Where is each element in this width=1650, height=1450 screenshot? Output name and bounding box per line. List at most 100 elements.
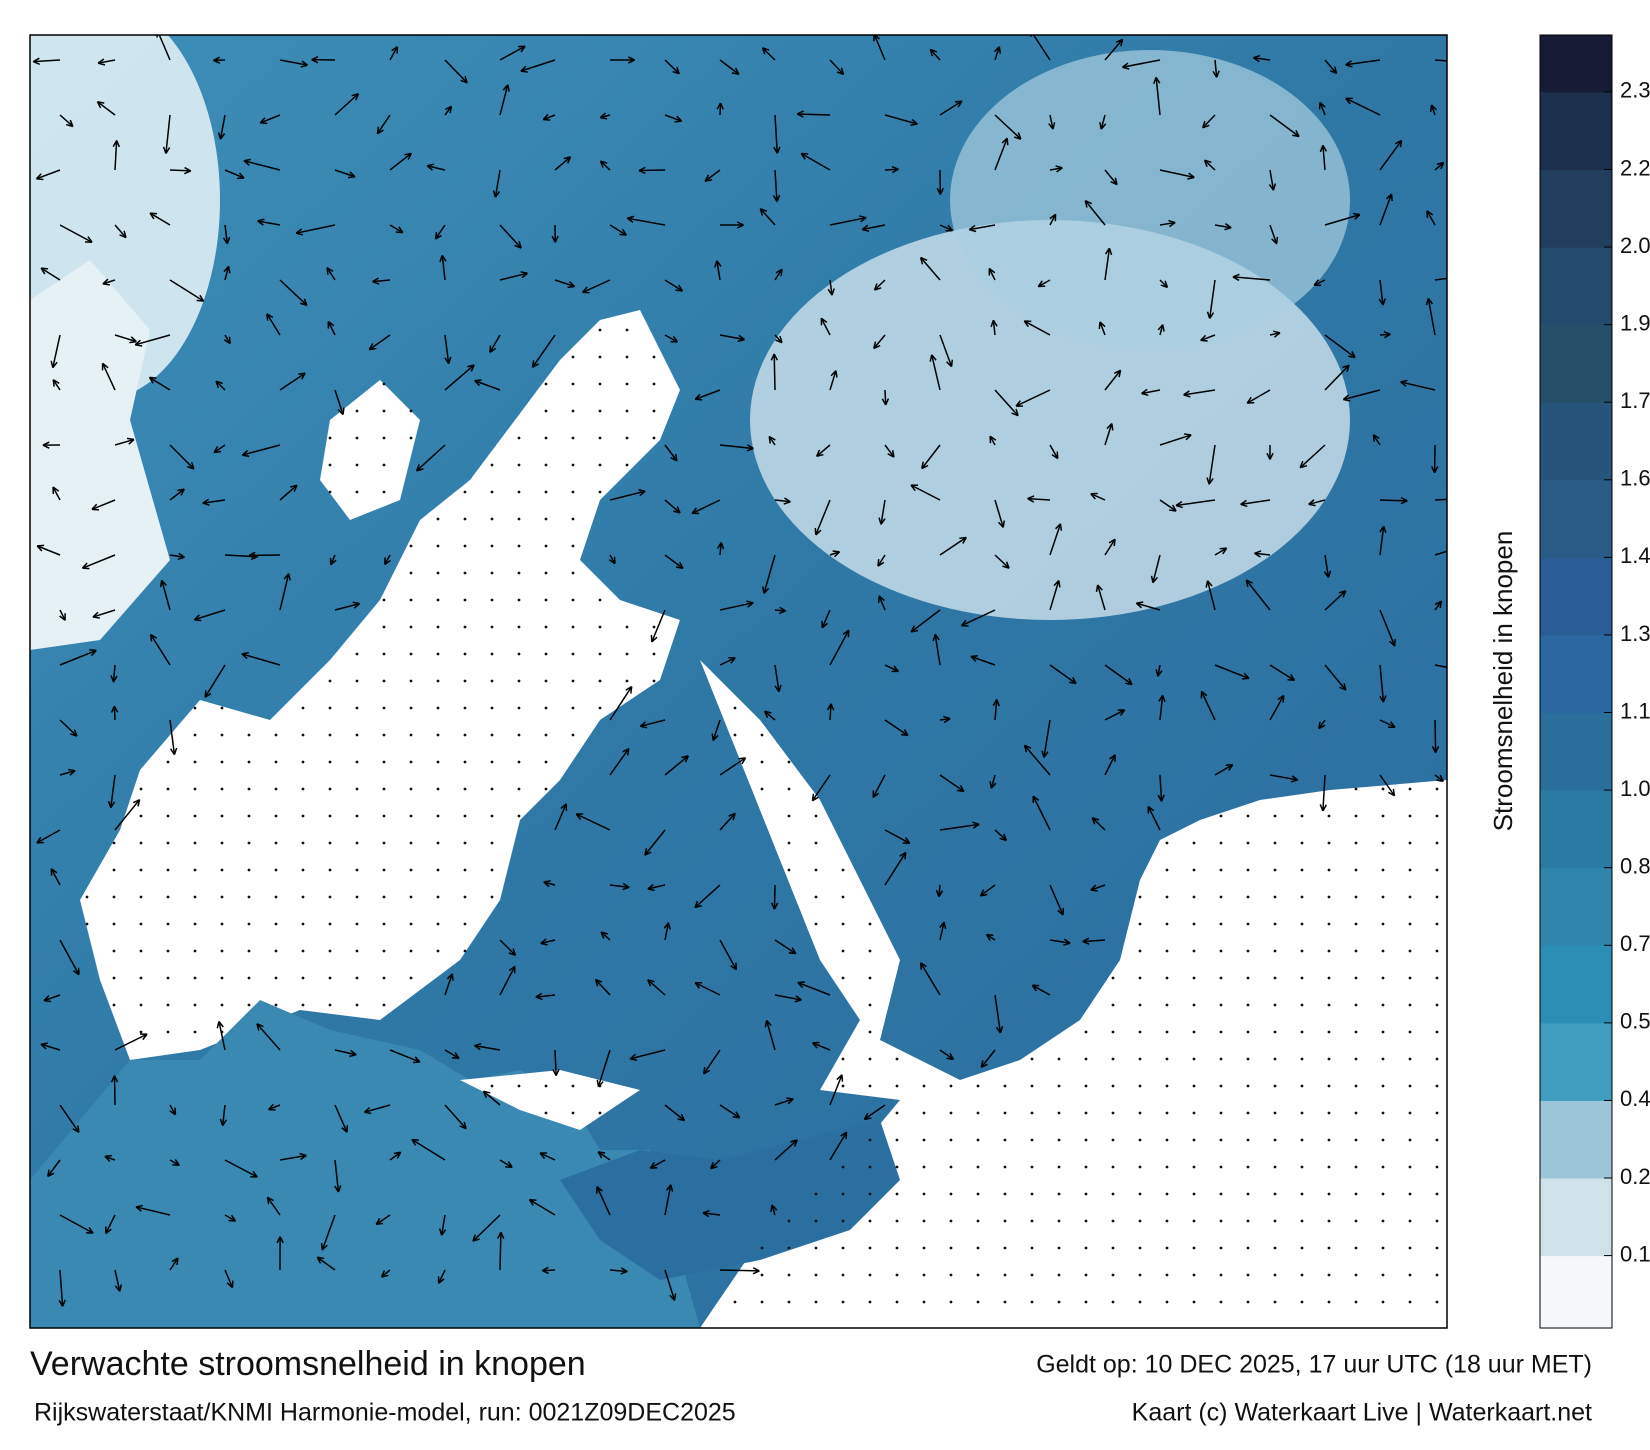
arrow-head [1002,561,1010,569]
arrow-head [826,703,835,711]
grid-dot [1273,868,1277,872]
grid-dot [976,1300,980,1304]
arrow-head [36,544,45,552]
current-arrow [384,554,391,565]
current-arrow [114,140,118,171]
grid-dot [868,949,872,953]
grid-dot [841,1273,845,1277]
arrow-head [1169,504,1177,512]
current-arrow [444,364,475,391]
grid-dot [922,1246,926,1250]
arrow-head [102,278,110,286]
current-arrow [169,554,185,558]
current-arrow [990,774,996,789]
grid-dot [1327,1111,1331,1115]
grid-dot [787,760,791,764]
current-arrow [114,1269,121,1292]
grid-dot [787,868,791,872]
grid-dot [1381,787,1385,791]
arrow-head [970,654,979,663]
grid-dot [409,436,413,440]
colorbar-tick-label: 1.94 [1620,310,1650,335]
grid-dot [166,949,170,953]
current-arrow [92,609,116,618]
grid-dot [409,760,413,764]
grid-dot [949,1084,953,1088]
arrow-head [887,450,895,458]
grid-dot [166,787,170,791]
arrow-head [1069,676,1077,685]
current-arrow [664,1269,676,1301]
arrow-head [1202,120,1210,129]
grid-dot [1219,922,1223,926]
grid-dot [544,409,548,413]
arrow-head [40,1042,48,1050]
current-arrow [134,334,171,346]
grid-dot [841,1057,845,1061]
grid-dot [112,868,116,872]
grid-dot [328,1003,332,1007]
arrow-head [149,212,158,220]
current-arrow [554,1049,557,1076]
current-arrow [381,1269,391,1278]
arrow-head [241,652,249,660]
arrow-head [863,1112,872,1120]
grid-dot [1192,1246,1196,1250]
grid-dot [247,1003,251,1007]
arrow-head [639,721,648,729]
current-arrow [542,114,556,121]
current-arrow [444,334,450,364]
current-arrow [1269,224,1278,245]
grid-dot [436,814,440,818]
grid-dot [1192,1192,1196,1196]
grid-dot [814,922,818,926]
arrow-head [132,798,141,807]
grid-dot [1300,1111,1304,1115]
arrow-head [250,1170,258,1178]
current-arrow [1269,169,1275,191]
grid-dot [355,868,359,872]
arrow-head [1253,54,1261,63]
current-arrow [444,1049,460,1060]
current-arrow [939,100,963,116]
grid-dot [436,760,440,764]
grid-dot [1003,1138,1007,1142]
arrow-head [1049,213,1057,222]
grid-dot [112,1003,116,1007]
arrow-head [257,218,265,226]
grid-dot [1408,814,1412,818]
current-arrow [664,114,682,122]
grid-dot [409,841,413,845]
arrow-head [716,542,725,550]
current-arrow [114,438,135,446]
arrow-head [380,1270,389,1278]
grid-dot [274,922,278,926]
grid-dot [544,571,548,575]
arrow-head [268,1103,276,1111]
grid-dot [976,1273,980,1277]
grid-dot [1057,1111,1061,1115]
current-arrow [1136,602,1161,611]
current-arrow [1090,884,1106,891]
colorbar-band [1539,1177,1613,1257]
current-arrow [821,609,831,629]
arrow-head [259,117,268,125]
grid-dot [1381,895,1385,899]
grid-dot [625,463,629,467]
grid-dot [949,1246,953,1250]
arrow-head [276,1236,284,1244]
arrow-head [814,527,822,536]
colorbar-tick-label: 0.44 [1620,1086,1650,1111]
grid-dot [1192,1003,1196,1007]
grid-dot [1165,1030,1169,1034]
arrow-head [677,1113,686,1122]
grid-dot [382,787,386,791]
arrow-head [47,1169,55,1178]
arrow-head [694,393,703,401]
colorbar-band [1539,168,1613,248]
current-arrow [224,266,230,281]
grid-dot [490,868,494,872]
grid-dot [1219,1138,1223,1142]
arrow-head [1063,938,1071,946]
grid-dot [1084,1030,1088,1034]
